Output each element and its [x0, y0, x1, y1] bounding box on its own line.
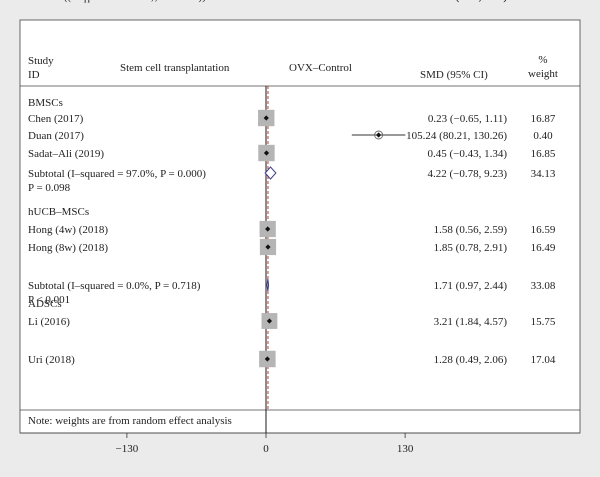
header-study: Study: [28, 55, 54, 67]
weight-value: 16.85: [531, 148, 556, 160]
weight-value: 33.08: [531, 280, 556, 292]
point-estimate: [263, 150, 270, 156]
effect-ci-text: 4.22 (−0.78, 9.23): [427, 168, 507, 180]
header-pct: %: [538, 54, 547, 66]
effect-ci-text: 3.21 (1.84, 4.57): [434, 316, 508, 328]
weight-value: 34.13: [531, 168, 556, 180]
study-label: Chen (2017): [28, 113, 84, 125]
header-weight: weight: [528, 68, 558, 80]
weight-box: [374, 130, 384, 140]
x-tick-label: 130: [397, 443, 414, 455]
weight-value: 16.49: [531, 242, 556, 254]
weight-value: 16.87: [531, 113, 556, 125]
subtotal-label: Subtotal (I–squared = 82.6%, P = 0.016): [28, 0, 206, 3]
subtotal-label: Subtotal (I–squared = 97.0%, P = 0.000): [28, 168, 206, 180]
subtotal-label: Subtotal (I–squared = 0.0%, P = 0.718): [28, 280, 201, 292]
weight-value: 32.79: [531, 0, 556, 3]
x-tick-label: −130: [116, 443, 139, 455]
subtotal-diamond: [266, 278, 270, 292]
point-estimate: [265, 244, 271, 250]
weight-value: 17.04: [531, 354, 556, 366]
study-label: Duan (2017): [28, 130, 84, 142]
group-label: hUCB–MSCs: [28, 206, 89, 218]
weight-value: 0.40: [533, 130, 553, 142]
group-label: BMSCs: [28, 97, 63, 109]
header-effect: SMD (95% CI): [420, 69, 488, 81]
study-label: Uri (2018): [28, 354, 75, 366]
study-label: Li (2016): [28, 316, 70, 328]
weight-value: 16.59: [531, 224, 556, 236]
x-tick-label: 0: [263, 443, 269, 455]
subtotal-diamond: [264, 166, 277, 180]
point-estimate: [266, 318, 273, 324]
effect-ci-text: 1.83 (0.22, 3.44): [434, 0, 508, 3]
subtotal-p-label: P = 0.098: [28, 182, 71, 194]
point-estimate: [265, 226, 271, 232]
point-estimate: [376, 132, 382, 138]
effect-ci-text: 105.24 (80.21, 130.26): [406, 130, 507, 142]
effect-ci-text: 0.45 (−0.43, 1.34): [427, 148, 507, 160]
weight-value: 100.00: [528, 0, 559, 3]
group-label: ADSCs: [28, 298, 62, 310]
weight-value: 15.75: [531, 316, 556, 328]
study-label: Hong (4w) (2018): [28, 224, 108, 236]
effect-ci-text: 0.23 (−0.65, 1.11): [428, 113, 507, 125]
subtotal-p-label: P = 0.025: [28, 0, 71, 3]
study-label: Hong (8w) (2018): [28, 242, 108, 254]
overall-label: Overall (I–squared = 92.9%, P = 0.000): [28, 0, 203, 3]
header-treatment: Stem cell transplantation: [120, 62, 230, 74]
point-estimate: [264, 356, 270, 362]
effect-ci-text: 1.28 (0.49, 2.06): [434, 354, 508, 366]
header-control: OVX–Control: [289, 62, 352, 74]
footnote: Note: weights are from random effect ana…: [28, 415, 232, 427]
effect-ci-text: 1.85 (0.78, 2.91): [434, 242, 508, 254]
subtotal-p-label: P < 0.001: [28, 294, 70, 306]
effect-ci-text: 1.58 (0.56, 2.59): [434, 224, 508, 236]
effect-ci-text: 2.16 (0.27, 4.04): [434, 0, 508, 3]
plot-panel: [19, 19, 581, 434]
header-id: ID: [28, 69, 40, 81]
study-label: Sadat–Ali (2019): [28, 148, 104, 160]
point-estimate: [263, 115, 269, 121]
effect-ci-text: 1.71 (0.97, 2.44): [434, 280, 508, 292]
